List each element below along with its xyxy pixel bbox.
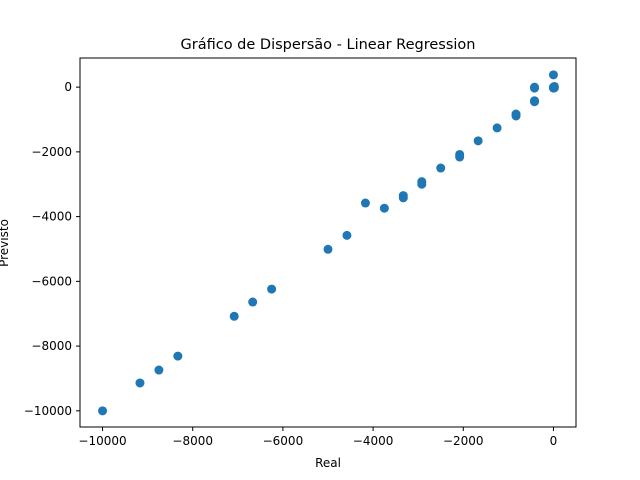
x-axis-ticks: −10000 −8000 −6000 −4000 −2000 0 [78,427,557,448]
data-point [530,97,540,107]
y-tick-label: −8000 [31,339,72,353]
chart-title: Gráfico de Dispersão - Linear Regression [181,37,476,53]
data-point [98,406,108,416]
x-tick-label: −4000 [353,434,394,448]
data-point [398,193,408,203]
data-point [135,378,145,388]
y-tick-label: −10000 [24,404,72,418]
data-point [360,198,370,208]
data-point [548,70,558,80]
x-tick-label: 0 [550,434,558,448]
data-point [248,297,258,307]
x-axis-label: Real [315,456,341,470]
data-point [511,111,521,121]
y-axis-label: Previsto [0,219,11,267]
data-point [549,83,559,93]
data-point [154,365,164,375]
data-point [530,82,540,92]
data-point [417,179,427,189]
points-layer [98,70,559,416]
x-tick-label: −8000 [172,434,213,448]
y-tick-label: −2000 [31,145,72,159]
x-tick-label: −6000 [263,434,304,448]
data-point [323,244,333,254]
x-tick-label: −2000 [443,434,484,448]
data-point [379,203,389,213]
plot-frame [79,57,577,428]
data-point [267,284,277,294]
y-axis-ticks: 0 −2000 −4000 −6000 −8000 −10000 [24,80,80,418]
y-tick-label: 0 [64,80,72,94]
data-point [473,136,483,146]
x-tick-label: −10000 [78,434,126,448]
y-tick-label: −4000 [31,210,72,224]
data-point [455,152,465,162]
data-point [173,351,183,361]
data-point [492,123,502,133]
data-point [229,311,239,321]
y-tick-label: −6000 [31,274,72,288]
data-point [436,163,446,173]
data-point [342,230,352,240]
